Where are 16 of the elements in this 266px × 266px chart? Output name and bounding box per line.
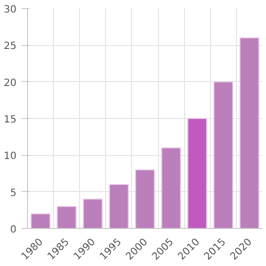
bar — [187, 118, 208, 228]
bar — [161, 147, 182, 228]
y-tick-label: 30 — [4, 4, 17, 16]
y-tick-label: 10 — [4, 151, 17, 162]
bar — [82, 198, 103, 228]
bar — [213, 81, 234, 228]
y-tick-label: 0 — [10, 224, 17, 236]
bar — [240, 37, 260, 228]
y-tick-label: 25 — [4, 41, 17, 52]
bar — [108, 184, 129, 228]
bar — [56, 206, 77, 228]
bar — [135, 169, 155, 228]
y-tick-label: 15 — [4, 114, 17, 126]
bar — [30, 213, 50, 228]
y-tick-label: 5 — [10, 188, 17, 199]
y-tick-label: 20 — [4, 78, 17, 89]
